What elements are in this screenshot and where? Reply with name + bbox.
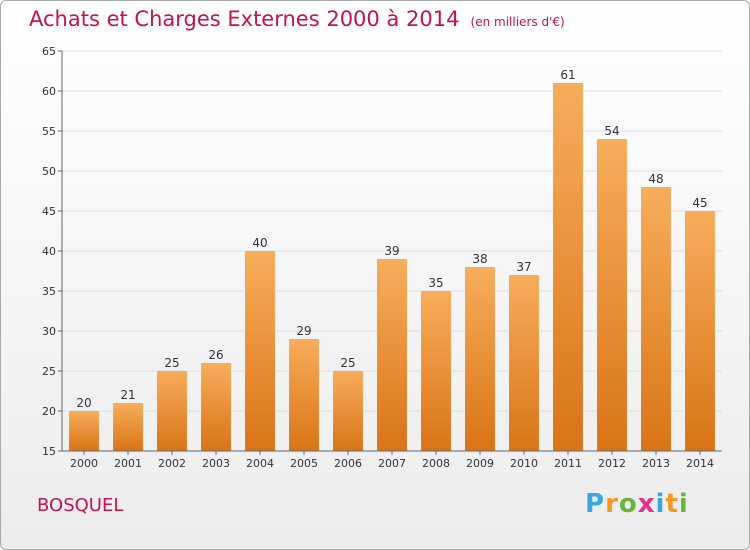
x-tick-label: 2010 — [510, 457, 538, 470]
chart-title-block: Achats et Charges Externes 2000 à 2014 (… — [29, 7, 565, 31]
bar — [245, 251, 275, 451]
bar-value-label: 45 — [692, 196, 707, 210]
y-tick-label: 55 — [42, 125, 56, 138]
y-tick-label: 15 — [42, 445, 56, 458]
x-tick-label: 2007 — [378, 457, 406, 470]
chart-unit: (en milliers d'€) — [470, 15, 565, 29]
x-tick-label: 2013 — [642, 457, 670, 470]
y-axis: 15 20 25 30 35 40 45 50 55 60 65 — [42, 45, 63, 458]
x-tick-label: 2003 — [202, 457, 230, 470]
x-axis: 2000 2001 2002 2003 2004 2005 2006 2007 2008 2009… — [62, 450, 722, 470]
y-tick-label: 45 — [42, 205, 56, 218]
bar-value-label: 61 — [560, 68, 575, 82]
bar-value-label: 37 — [516, 260, 531, 274]
bars-group: 20 21 25 26 40 29 25 39 35 38 37 61 54 48 45 — [69, 68, 715, 451]
x-tick-label: 2009 — [466, 457, 494, 470]
y-tick-label: 30 — [42, 325, 56, 338]
bar-value-label: 21 — [120, 388, 135, 402]
bar-value-label: 39 — [384, 244, 399, 258]
x-tick-label: 2006 — [334, 457, 362, 470]
bar-value-label: 29 — [296, 324, 311, 338]
y-tick-label: 35 — [42, 285, 56, 298]
bar — [201, 363, 231, 451]
bar-value-label: 25 — [164, 356, 179, 370]
chart-title: Achats et Charges Externes 2000 à 2014 — [29, 7, 460, 31]
bar — [465, 267, 495, 451]
proxiti-logo: Proxiti — [585, 489, 689, 519]
bar-value-label: 35 — [428, 276, 443, 290]
y-tick-label: 20 — [42, 405, 56, 418]
bar — [157, 371, 187, 451]
x-tick-label: 2008 — [422, 457, 450, 470]
commune-name: BOSQUEL — [37, 495, 124, 516]
bar — [553, 83, 583, 451]
bar — [377, 259, 407, 451]
bar-value-label: 25 — [340, 356, 355, 370]
x-tick-label: 2000 — [70, 457, 98, 470]
bar-value-label: 20 — [76, 396, 91, 410]
bar-value-label: 38 — [472, 252, 487, 266]
bar — [641, 187, 671, 451]
x-tick-label: 2014 — [686, 457, 714, 470]
bar — [69, 411, 99, 451]
bar-value-label: 40 — [252, 236, 267, 250]
y-tick-label: 40 — [42, 245, 56, 258]
x-tick-label: 2002 — [158, 457, 186, 470]
bar-value-label: 54 — [604, 124, 619, 138]
y-tick-label: 25 — [42, 365, 56, 378]
bar — [597, 139, 627, 451]
y-tick-label: 50 — [42, 165, 56, 178]
bar — [113, 403, 143, 451]
bar — [509, 275, 539, 451]
x-tick-label: 2011 — [554, 457, 582, 470]
y-tick-label: 65 — [42, 45, 56, 58]
x-tick-label: 2005 — [290, 457, 318, 470]
bar-value-label: 26 — [208, 348, 223, 362]
bar — [421, 291, 451, 451]
bar — [333, 371, 363, 451]
x-tick-label: 2004 — [246, 457, 274, 470]
bar-value-label: 48 — [648, 172, 663, 186]
y-tick-label: 60 — [42, 85, 56, 98]
bar — [685, 211, 715, 451]
x-tick-label: 2012 — [598, 457, 626, 470]
bar — [289, 339, 319, 451]
x-tick-label: 2001 — [114, 457, 142, 470]
